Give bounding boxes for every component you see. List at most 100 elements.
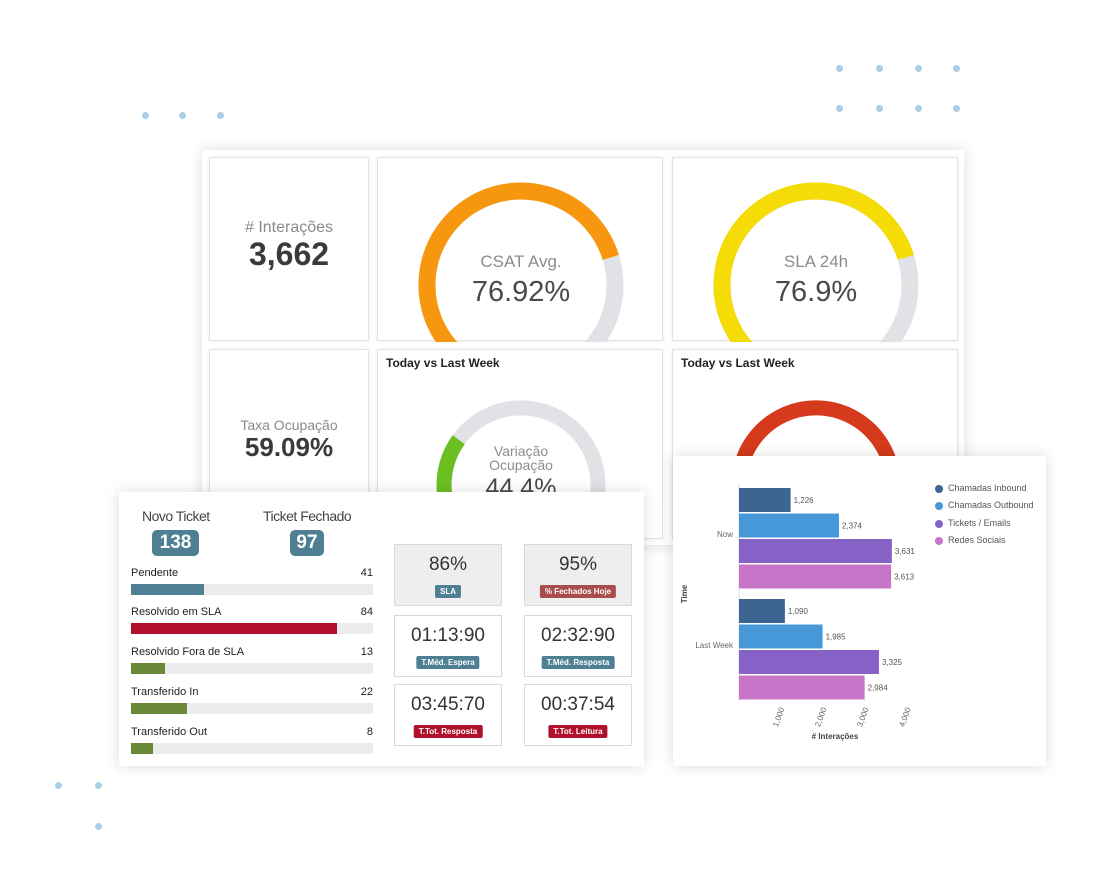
status-bar-label: Transferido In — [131, 686, 199, 698]
legend-swatch — [935, 520, 943, 528]
kpi-tag: T.Méd. Resposta — [541, 656, 615, 669]
status-bar-row: Transferido In 22 — [131, 686, 373, 722]
novo-ticket-label: Novo Ticket — [142, 508, 210, 524]
decor-dot — [953, 65, 960, 72]
occupancy-label: Taxa Ocupação — [240, 417, 338, 433]
kpi-ttot-resposta: 03:45:70 T.Tot. Resposta — [394, 684, 502, 746]
bar — [739, 624, 823, 649]
x-tick-label: 1,000 — [771, 706, 786, 728]
decor-dot — [55, 782, 62, 789]
kpi-tag: T.Tot. Resposta — [413, 725, 483, 738]
kpi-tmed-resposta: 02:32:90 T.Méd. Resposta — [524, 615, 632, 677]
status-bar-fill — [131, 703, 187, 714]
csat-card: CSAT Avg. 76.92% — [377, 157, 663, 342]
csat-gauge-fill — [418, 182, 619, 342]
kpi-tag: % Fechados Hoje — [539, 585, 617, 598]
status-bar-fill — [131, 743, 153, 754]
csat-gauge — [418, 182, 624, 342]
bar — [739, 564, 892, 589]
sla24-card: SLA 24h 76.9% — [672, 157, 958, 342]
status-bar-track — [131, 584, 373, 595]
decor-dot — [95, 823, 102, 830]
x-axis-title: # Interações — [812, 732, 859, 741]
kpi-ttot-leitura: 00:37:54 T.Tot. Leitura — [524, 684, 632, 746]
status-bar-track — [131, 623, 373, 634]
status-bar-count: 22 — [360, 686, 373, 698]
legend-label: Redes Sociais — [948, 535, 1006, 545]
status-bar-count: 84 — [360, 606, 373, 618]
bar — [739, 539, 892, 563]
bar — [739, 599, 785, 623]
legend-label: Chamadas Inbound — [948, 483, 1027, 493]
kpi-tmed-espera: 01:13:90 T.Méd. Espera — [394, 615, 502, 677]
y-axis-title: Time — [680, 584, 689, 603]
decor-dot — [142, 112, 149, 119]
decor-dot — [836, 105, 843, 112]
kpi-value: 86% — [428, 554, 468, 575]
interactions-card: # Interações 3,662 — [209, 157, 369, 341]
legend-swatch — [935, 502, 943, 510]
category-label: Last Week — [695, 641, 734, 650]
bar — [739, 488, 791, 512]
bar — [739, 675, 865, 700]
x-tick-label: 3,000 — [855, 706, 870, 728]
sla24-gauge-fill — [713, 182, 914, 342]
kpi-value: 03:45:70 — [411, 694, 485, 715]
decor-dot — [179, 112, 186, 119]
legend-swatch — [935, 485, 943, 493]
status-bar-fill — [131, 584, 204, 595]
kpi-value: 00:37:54 — [541, 694, 615, 715]
sla24-label: SLA 24h — [783, 252, 849, 271]
decor-dot — [217, 112, 224, 119]
decor-dot — [915, 65, 922, 72]
interactions-label: # Interações — [244, 219, 334, 236]
status-bar-count: 8 — [366, 726, 373, 738]
bar — [739, 650, 879, 674]
x-tick-label: 2,000 — [813, 706, 828, 728]
bar-value-label: 1,985 — [826, 633, 847, 642]
category-label: Now — [717, 530, 733, 539]
legend-label: Chamadas Outbound — [948, 500, 1034, 510]
variation-label-line1: Variação — [493, 443, 549, 459]
kpi-fechados-hoje: 95% % Fechados Hoje — [524, 544, 632, 606]
kpi-value: 02:32:90 — [541, 625, 615, 646]
status-bar-count: 13 — [360, 646, 373, 658]
status-bar-row: Resolvido em SLA 84 — [131, 606, 373, 642]
kpi-tag: SLA — [435, 585, 461, 598]
kpi-tag: T.Tot. Leitura — [548, 725, 608, 738]
tickets-panel: Novo Ticket 138 Ticket Fechado 97 Penden… — [119, 492, 644, 766]
status-bar-label: Pendente — [131, 567, 179, 579]
decor-dot — [953, 105, 960, 112]
bar-value-label: 3,325 — [882, 658, 903, 667]
sla24-gauge — [713, 182, 919, 342]
bar-value-label: 1,226 — [794, 496, 815, 505]
kpi-tag: T.Méd. Espera — [416, 656, 480, 669]
interactions-bar-chart: 1,226 2,374 3,631 3,613 Now 1,090 1,985 3,325 2,… — [680, 484, 916, 741]
csat-label: CSAT Avg. — [480, 252, 562, 271]
today-vs-last-title: Today vs Last Week — [681, 356, 795, 370]
variation-label-line2: Ocupação — [489, 457, 553, 473]
sla24-value: 76.9% — [774, 276, 858, 308]
status-bar-label: Transferido Out — [131, 726, 208, 738]
decor-dot — [876, 105, 883, 112]
kpi-value: 01:13:90 — [411, 625, 485, 646]
interactions-chart-panel: 1,226 2,374 3,631 3,613 Now 1,090 1,985 3,325 2,… — [673, 456, 1046, 766]
status-bar-track — [131, 743, 373, 754]
bar-value-label: 3,613 — [894, 573, 915, 582]
status-bar-row: Resolvido Fora de SLA 13 — [131, 646, 373, 682]
status-bar-label: Resolvido em SLA — [131, 606, 222, 618]
bar-value-label: 2,984 — [868, 684, 889, 693]
status-bar-label: Resolvido Fora de SLA — [131, 646, 245, 658]
kpi-sla: 86% SLA — [394, 544, 502, 606]
status-bar-track — [131, 703, 373, 714]
status-bar-fill — [131, 623, 337, 634]
decor-dot — [876, 65, 883, 72]
status-bar-row: Pendente 41 — [131, 567, 373, 603]
bar-value-label: 3,631 — [895, 547, 916, 556]
novo-ticket-badge: 138 — [152, 530, 199, 556]
ticket-fechado-label: Ticket Fechado — [263, 508, 352, 524]
variation-title: Today vs Last Week — [386, 356, 500, 370]
status-bar-track — [131, 663, 373, 674]
legend-label: Tickets / Emails — [948, 518, 1011, 528]
decor-dot — [95, 782, 102, 789]
